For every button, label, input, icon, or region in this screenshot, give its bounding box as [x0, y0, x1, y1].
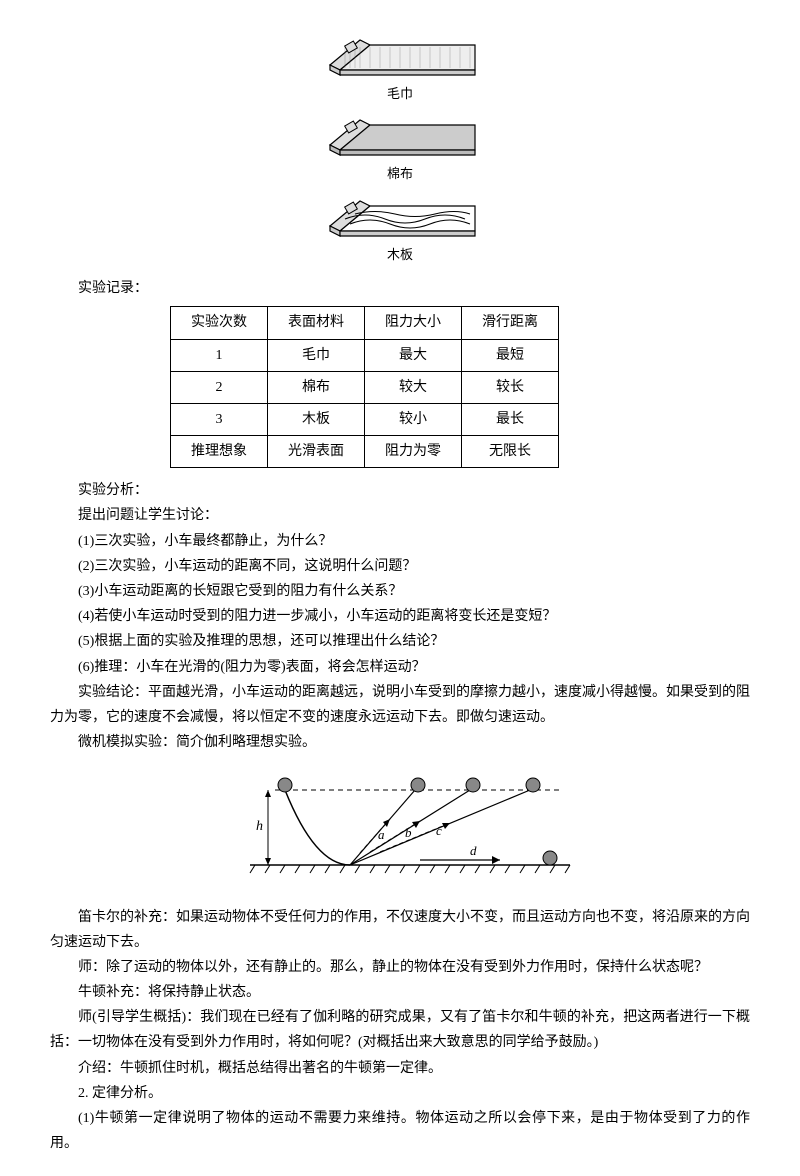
- sim-label: 微机模拟实验：简介伽利略理想实验。: [50, 730, 750, 755]
- section2-text: 2. 定律分析。: [50, 1081, 750, 1106]
- descartes-text: 笛卡尔的补充：如果运动物体不受任何力的作用，不仅速度大小不变，而且运动方向也不变…: [50, 905, 750, 955]
- table-header: 表面材料: [268, 307, 365, 339]
- table-cell: 棉布: [268, 371, 365, 403]
- ramp-towel-label: 毛巾: [50, 82, 750, 105]
- curve-c-label: c: [436, 823, 442, 838]
- table-row: 3 木板 较小 最长: [171, 403, 559, 435]
- ramp-cloth: 棉布: [50, 110, 750, 185]
- question-4: (4)若使小车运动时受到的阻力进一步减小，小车运动的距离将变长还是变短？: [50, 604, 750, 629]
- intro-text: 介绍：牛顿抓住时机，概括总结得出著名的牛顿第一定律。: [50, 1056, 750, 1081]
- ramp-diagrams: 毛巾 棉布 木板: [50, 30, 750, 266]
- ramp-wood-svg: [320, 191, 480, 241]
- table-row: 1 毛巾 最大 最短: [171, 339, 559, 371]
- table-cell: 毛巾: [268, 339, 365, 371]
- galileo-diagram: h a b c d: [50, 765, 750, 894]
- question-6: (6)推理：小车在光滑的(阻力为零)表面，将会怎样运动？: [50, 655, 750, 680]
- law1-text: (1)牛顿第一定律说明了物体的运动不需要力来维持。物体运动之所以会停下来，是由于…: [50, 1106, 750, 1156]
- table-cell: 推理想象: [171, 436, 268, 468]
- record-label: 实验记录：: [50, 276, 750, 301]
- table-cell: 3: [171, 403, 268, 435]
- table-header: 滑行距离: [462, 307, 559, 339]
- h-label: h: [256, 819, 263, 834]
- curve-b-label: b: [405, 825, 412, 840]
- table-cell: 1: [171, 339, 268, 371]
- ramp-towel-svg: [320, 30, 480, 80]
- table-cell: 最短: [462, 339, 559, 371]
- curve-d-label: d: [470, 843, 477, 858]
- table-cell: 木板: [268, 403, 365, 435]
- conclusion-text: 实验结论：平面越光滑，小车运动的距离越远，说明小车受到的摩擦力越小，速度减小得越…: [50, 680, 750, 730]
- table-header: 阻力大小: [365, 307, 462, 339]
- table-header: 实验次数: [171, 307, 268, 339]
- ramp-wood: 木板: [50, 191, 750, 266]
- experiment-table: 实验次数 表面材料 阻力大小 滑行距离 1 毛巾 最大 最短 2 棉布 较大 较…: [170, 306, 559, 468]
- question-5: (5)根据上面的实验及推理的思想，还可以推理出什么结论？: [50, 629, 750, 654]
- table-cell: 2: [171, 371, 268, 403]
- table-row: 推理想象 光滑表面 阻力为零 无限长: [171, 436, 559, 468]
- analysis-label: 实验分析：: [50, 478, 750, 503]
- question-2: (2)三次实验，小车运动的距离不同，这说明什么问题？: [50, 554, 750, 579]
- ramp-cloth-svg: [320, 110, 480, 160]
- ramp-towel: 毛巾: [50, 30, 750, 105]
- teacher1-text: 师：除了运动的物体以外，还有静止的。那么，静止的物体在没有受到外力作用时，保持什…: [50, 955, 750, 980]
- table-cell: 较大: [365, 371, 462, 403]
- table-row: 2 棉布 较大 较长: [171, 371, 559, 403]
- galileo-svg: h a b c d: [220, 765, 580, 885]
- newton1-text: 牛顿补充：将保持静止状态。: [50, 980, 750, 1005]
- table-header-row: 实验次数 表面材料 阻力大小 滑行距离: [171, 307, 559, 339]
- table-cell: 光滑表面: [268, 436, 365, 468]
- discuss-label: 提出问题让学生讨论：: [50, 503, 750, 528]
- question-1: (1)三次实验，小车最终都静止，为什么？: [50, 529, 750, 554]
- table-cell: 最长: [462, 403, 559, 435]
- curve-a-label: a: [378, 827, 385, 842]
- ramp-wood-label: 木板: [50, 243, 750, 266]
- teacher2-text: 师(引导学生概括)：我们现在已经有了伽利略的研究成果，又有了笛卡尔和牛顿的补充，…: [50, 1005, 750, 1055]
- ramp-cloth-label: 棉布: [50, 162, 750, 185]
- table-cell: 无限长: [462, 436, 559, 468]
- table-cell: 较小: [365, 403, 462, 435]
- table-cell: 较长: [462, 371, 559, 403]
- table-cell: 阻力为零: [365, 436, 462, 468]
- table-cell: 最大: [365, 339, 462, 371]
- question-3: (3)小车运动距离的长短跟它受到的阻力有什么关系？: [50, 579, 750, 604]
